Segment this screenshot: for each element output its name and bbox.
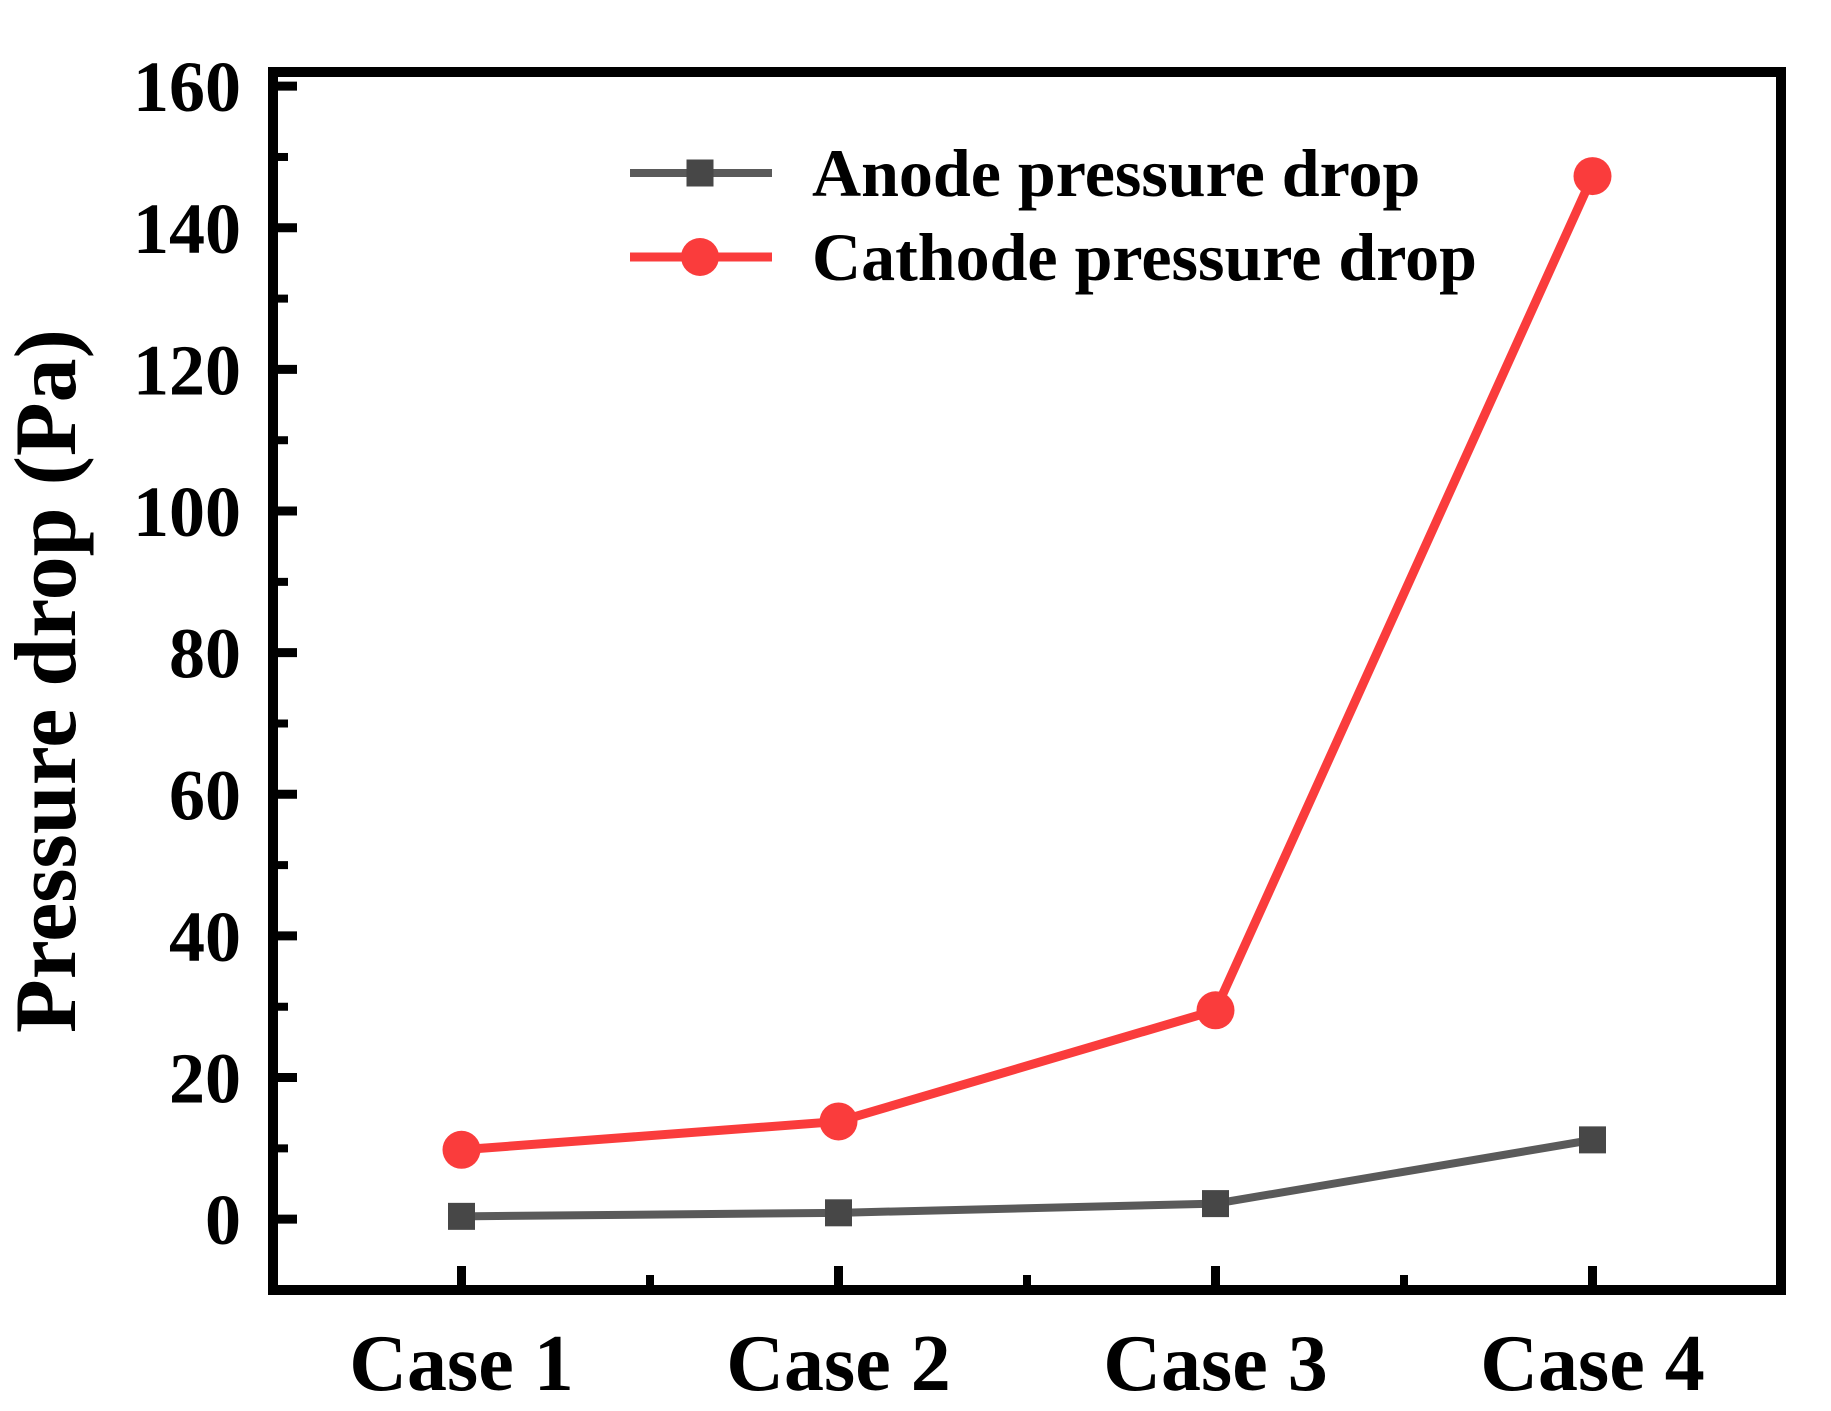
series-line-cathode <box>461 174 1597 1155</box>
plot-frame <box>268 67 1786 1295</box>
legend-label: Anode pressure drop <box>812 135 1420 211</box>
cathode-data-point <box>442 1130 481 1169</box>
anode-data-point <box>448 1202 475 1230</box>
y-tick-label: 140 <box>133 189 241 269</box>
legend-label: Cathode pressure drop <box>812 219 1477 295</box>
frame-rect <box>268 67 1786 1295</box>
legend: Anode pressure drop Cathode pressure drop <box>630 135 1477 295</box>
y-axis: 0 20 40 60 80 100 120 140 160 <box>133 47 297 1260</box>
y-tick-label: 60 <box>169 755 241 835</box>
y-tick-label: 0 <box>205 1180 241 1260</box>
legend-circle-marker-icon <box>681 238 719 276</box>
series-group <box>442 157 1612 1230</box>
y-tick-label: 20 <box>169 1039 241 1119</box>
cathode-data-point <box>819 1102 858 1141</box>
legend-square-marker-icon <box>686 159 714 187</box>
y-tick-label: 100 <box>133 472 241 552</box>
x-tick-label: Case 1 <box>349 1320 573 1408</box>
series-line-anode <box>461 1135 1594 1221</box>
y-tick-label: 120 <box>133 330 241 410</box>
y-axis-title: Pressure drop (Pa) <box>0 329 95 1033</box>
y-tick-label: 160 <box>133 47 241 127</box>
cathode-data-point <box>1196 991 1235 1030</box>
anode-data-point <box>1202 1190 1229 1218</box>
x-tick-label: Case 3 <box>1103 1320 1327 1408</box>
x-tick-label: Case 4 <box>1480 1320 1704 1408</box>
y-tick-label: 40 <box>169 897 241 977</box>
anode-data-point <box>1579 1126 1606 1154</box>
x-axis: Case 1 Case 2 Case 3 Case 4 <box>349 1266 1705 1408</box>
y-tick-label: 80 <box>169 614 241 694</box>
cathode-data-point <box>1573 157 1612 196</box>
anode-data-point <box>825 1199 852 1227</box>
x-tick-label: Case 2 <box>726 1320 950 1408</box>
